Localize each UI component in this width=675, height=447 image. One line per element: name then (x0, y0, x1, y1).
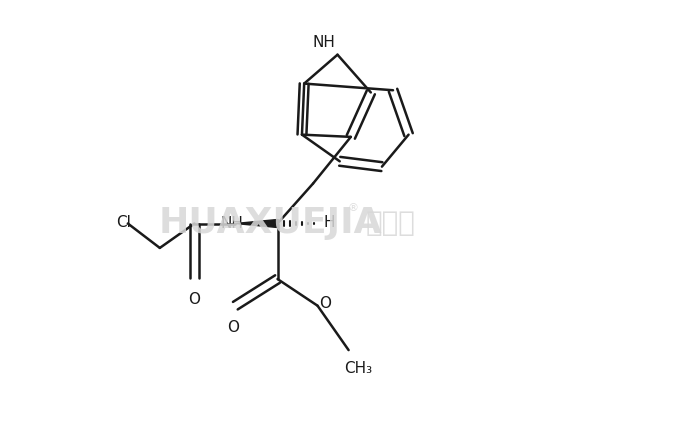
Text: ®: ® (348, 203, 358, 213)
Polygon shape (236, 219, 277, 228)
Text: HUAXUEJIA: HUAXUEJIA (159, 207, 383, 240)
Text: O: O (227, 320, 239, 335)
Text: CH₃: CH₃ (344, 361, 373, 376)
Text: NH: NH (313, 35, 335, 50)
Text: O: O (188, 291, 200, 307)
Text: 化学加: 化学加 (366, 210, 416, 237)
Text: H: H (324, 215, 335, 230)
Text: O: O (319, 296, 331, 312)
Text: NH: NH (220, 216, 243, 231)
Text: Cl: Cl (116, 215, 131, 230)
